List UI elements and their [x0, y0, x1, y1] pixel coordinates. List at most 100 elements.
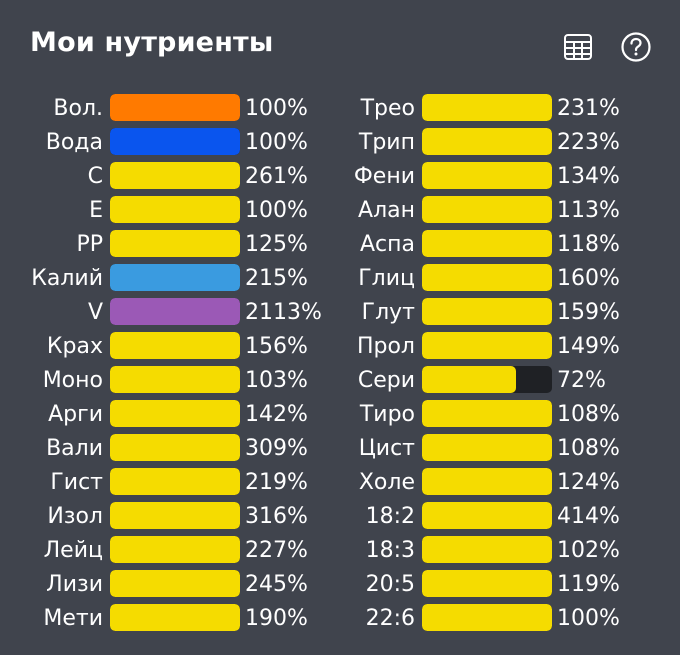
- nutrient-progress-bar: [422, 230, 552, 257]
- nutrient-row[interactable]: Крах 156%: [0, 329, 340, 363]
- nutrient-row[interactable]: Вол. 100%: [0, 91, 340, 125]
- nutrient-percent: 142%: [245, 401, 308, 427]
- nutrient-label: Глут: [361, 299, 415, 325]
- nutrient-progress-bar: [110, 604, 240, 631]
- table-icon: [564, 34, 592, 60]
- nutrient-label: 22:6: [365, 605, 415, 631]
- nutrient-row[interactable]: 18:3 102%: [340, 533, 680, 567]
- nutrient-progress-fill: [110, 502, 240, 529]
- nutrient-progress-bar: [110, 434, 240, 461]
- nutrient-row[interactable]: Алан 113%: [340, 193, 680, 227]
- nutrient-progress-fill: [110, 570, 240, 597]
- nutrient-progress-bar: [110, 366, 240, 393]
- nutrient-progress-bar: [422, 196, 552, 223]
- nutrient-label: Вода: [45, 129, 103, 155]
- nutrient-label: V: [87, 299, 103, 325]
- nutrient-label: Вол.: [53, 95, 103, 121]
- nutrient-row[interactable]: Мети 190%: [0, 601, 340, 635]
- nutrient-label: 18:3: [365, 537, 415, 563]
- nutrient-row[interactable]: Фени 134%: [340, 159, 680, 193]
- nutrient-row[interactable]: Арги 142%: [0, 397, 340, 431]
- nutrient-progress-fill: [422, 400, 552, 427]
- nutrient-percent: 316%: [245, 503, 308, 529]
- nutrient-label: Калий: [31, 265, 103, 291]
- nutrient-row[interactable]: PP 125%: [0, 227, 340, 261]
- nutrient-label: Арги: [48, 401, 103, 427]
- nutrient-label: Вали: [46, 435, 103, 461]
- nutrient-progress-fill: [110, 400, 240, 427]
- nutrient-progress-bar: [110, 332, 240, 359]
- nutrient-percent: 108%: [557, 401, 620, 427]
- nutrient-percent: 108%: [557, 435, 620, 461]
- nutrient-percent: 2113%: [245, 299, 322, 325]
- nutrient-label: Цист: [358, 435, 415, 461]
- nutrient-progress-bar: [422, 264, 552, 291]
- nutrient-row[interactable]: C 261%: [0, 159, 340, 193]
- nutrient-row[interactable]: Вали 309%: [0, 431, 340, 465]
- nutrient-percent: 103%: [245, 367, 308, 393]
- nutrient-percent: 119%: [557, 571, 620, 597]
- nutrient-row[interactable]: Лейц 227%: [0, 533, 340, 567]
- nutrient-label: Сери: [357, 367, 415, 393]
- nutrient-percent: 245%: [245, 571, 308, 597]
- nutrient-row[interactable]: Цист 108%: [340, 431, 680, 465]
- nutrient-progress-bar: [422, 94, 552, 121]
- nutrient-row[interactable]: Трео 231%: [340, 91, 680, 125]
- nutrient-percent: 100%: [245, 95, 308, 121]
- nutrient-row[interactable]: Глут 159%: [340, 295, 680, 329]
- nutrient-progress-bar: [422, 332, 552, 359]
- nutrient-row[interactable]: 20:5 119%: [340, 567, 680, 601]
- nutrient-progress-fill: [422, 128, 552, 155]
- nutrient-percent: 100%: [245, 129, 308, 155]
- nutrient-progress-bar: [422, 502, 552, 529]
- nutrient-label: PP: [76, 231, 103, 257]
- nutrient-progress-bar: [110, 128, 240, 155]
- nutrient-progress-bar: [422, 162, 552, 189]
- nutrient-percent: 113%: [557, 197, 620, 223]
- nutrient-percent: 72%: [557, 367, 606, 393]
- nutrient-label: Алан: [358, 197, 415, 223]
- nutrient-row[interactable]: Лизи 245%: [0, 567, 340, 601]
- nutrient-label: C: [87, 163, 103, 189]
- nutrient-progress-bar: [110, 570, 240, 597]
- table-view-button[interactable]: [561, 30, 595, 64]
- nutrient-row[interactable]: Изол 316%: [0, 499, 340, 533]
- nutrient-progress-bar: [110, 298, 240, 325]
- nutrient-progress-bar: [422, 604, 552, 631]
- nutrient-progress-bar: [422, 570, 552, 597]
- nutrient-row[interactable]: Калий 215%: [0, 261, 340, 295]
- nutrient-progress-fill: [110, 196, 240, 223]
- nutrient-progress-bar: [110, 536, 240, 563]
- nutrient-label: Трео: [360, 95, 415, 121]
- help-button[interactable]: [619, 30, 653, 64]
- nutrient-row[interactable]: V 2113%: [0, 295, 340, 329]
- nutrient-label: Лейц: [43, 537, 103, 563]
- nutrient-row[interactable]: Гист 219%: [0, 465, 340, 499]
- nutrient-label: Фени: [353, 163, 415, 189]
- nutrient-row[interactable]: Глиц 160%: [340, 261, 680, 295]
- nutrient-row[interactable]: Прол 149%: [340, 329, 680, 363]
- nutrient-row[interactable]: Тиро 108%: [340, 397, 680, 431]
- nutrient-row[interactable]: Сери 72%: [340, 363, 680, 397]
- nutrient-row[interactable]: E 100%: [0, 193, 340, 227]
- nutrient-row[interactable]: Трип 223%: [340, 125, 680, 159]
- nutrient-row[interactable]: 22:6 100%: [340, 601, 680, 635]
- nutrient-progress-fill: [110, 604, 240, 631]
- nutrient-progress-fill: [110, 434, 240, 461]
- nutrient-progress-bar: [422, 536, 552, 563]
- nutrient-progress-fill: [110, 230, 240, 257]
- nutrient-percent: 414%: [557, 503, 620, 529]
- nutrient-label: Прол: [356, 333, 415, 359]
- nutrient-row[interactable]: Холе 124%: [340, 465, 680, 499]
- nutrient-row[interactable]: Аспа 118%: [340, 227, 680, 261]
- nutrient-progress-bar: [422, 298, 552, 325]
- nutrient-progress-bar: [110, 468, 240, 495]
- nutrient-label: Гист: [50, 469, 103, 495]
- nutrient-progress-fill: [110, 264, 240, 291]
- nutrient-row[interactable]: Вода 100%: [0, 125, 340, 159]
- nutrient-progress-fill: [422, 536, 552, 563]
- nutrient-row[interactable]: Моно 103%: [0, 363, 340, 397]
- nutrient-percent: 227%: [245, 537, 308, 563]
- nutrient-row[interactable]: 18:2 414%: [340, 499, 680, 533]
- nutrient-label: Лизи: [46, 571, 103, 597]
